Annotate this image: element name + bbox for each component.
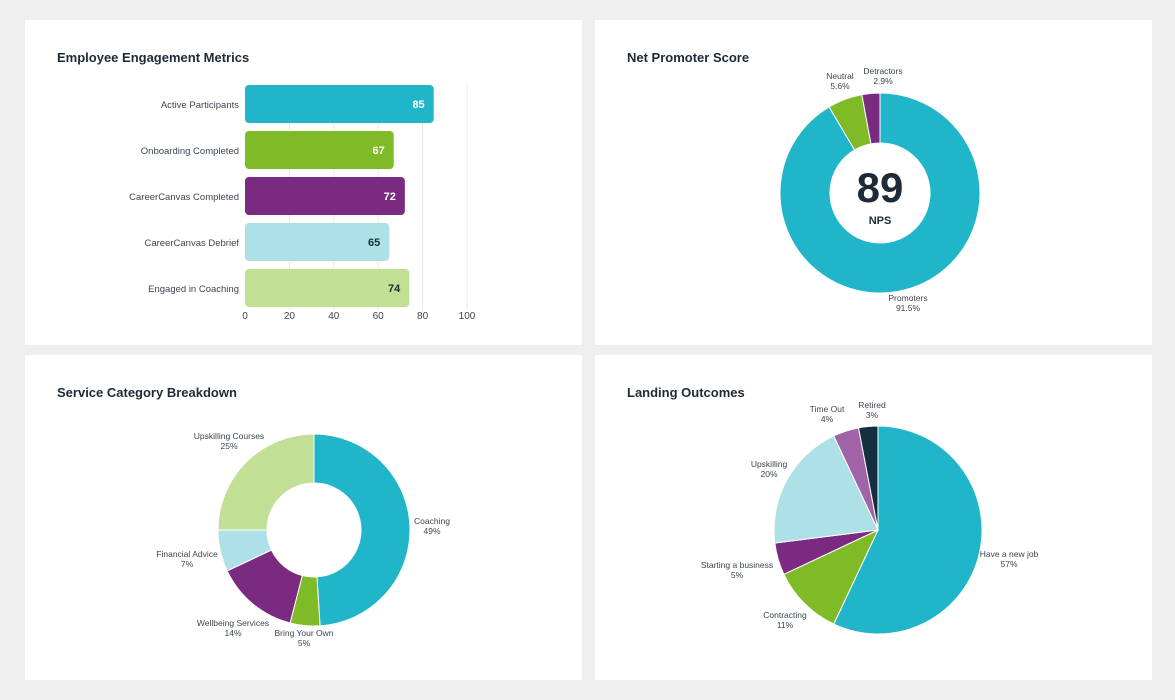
slice-value: 57% <box>1000 559 1017 569</box>
slice-value: 25% <box>220 441 237 451</box>
bar-value-label: 67 <box>372 145 384 157</box>
x-tick-label: 100 <box>459 311 476 322</box>
panel-title: Service Category Breakdown <box>57 385 237 400</box>
pie-slice <box>833 425 983 635</box>
bar <box>245 223 390 261</box>
bar-value-label: 72 <box>384 191 396 203</box>
x-tick-label: 20 <box>284 311 296 322</box>
slice-label: Promoters <box>888 293 927 303</box>
nps-value: 89 <box>857 164 904 211</box>
bar <box>245 269 410 307</box>
panel-title: Landing Outcomes <box>627 385 745 400</box>
slice-label: Upskilling <box>751 459 788 469</box>
x-tick-label: 60 <box>373 311 385 322</box>
slice-label: Contracting <box>763 610 807 620</box>
slice-value: 5% <box>731 570 744 580</box>
pie-slice <box>857 425 879 531</box>
slice-label: Retired <box>858 400 886 410</box>
category-label: Engaged in Coaching <box>148 284 239 295</box>
slice-value: 20% <box>760 469 777 479</box>
x-tick-label: 0 <box>242 311 248 322</box>
category-label: Onboarding Completed <box>141 146 239 157</box>
slice-value: 5% <box>298 638 311 648</box>
pie-slice <box>313 433 411 627</box>
slice-label: Wellbeing Services <box>197 618 269 628</box>
category-label: Active Participants <box>161 100 239 111</box>
slice-value: 3% <box>866 410 879 420</box>
pie-slice <box>217 433 315 531</box>
panel-title: Net Promoter Score <box>627 50 750 65</box>
slice-label: Upskilling Courses <box>194 431 264 441</box>
slice-label: Detractors <box>863 66 902 76</box>
slice-value: 49% <box>423 526 440 536</box>
slice-value: 91.5% <box>896 303 921 313</box>
engagement-panel: Employee Engagement Metrics 0 20 40 60 80 100… <box>25 20 582 345</box>
pie-slice <box>773 435 879 544</box>
slice-label: Bring Your Own <box>274 628 333 638</box>
slice-value: 11% <box>777 620 794 630</box>
x-tick-label: 80 <box>417 311 429 322</box>
panel-title: Employee Engagement Metrics <box>57 50 250 65</box>
bar-value-label: 65 <box>368 237 380 249</box>
slice-label: Starting a business <box>701 560 773 570</box>
slice-label: Time Out <box>810 404 845 414</box>
slice-label: Financial Advice <box>156 549 218 559</box>
x-tick-label: 40 <box>328 311 340 322</box>
bar-value-label: 74 <box>388 283 401 295</box>
slice-label: Have a new job <box>980 549 1039 559</box>
slice-label: Neutral <box>826 71 854 81</box>
slice-value: 7% <box>181 559 194 569</box>
bar-value-label: 85 <box>412 99 424 111</box>
service-panel: Service Category Breakdown Coaching 49% Br… <box>25 355 582 680</box>
slice-label: Coaching <box>414 516 450 526</box>
pie-slice <box>861 92 881 145</box>
bar <box>245 85 434 123</box>
nps-label: NPS <box>869 215 892 227</box>
slice-value: 4% <box>821 414 834 424</box>
pie-slice <box>783 528 880 625</box>
slice-value: 5.6% <box>830 81 850 91</box>
bar <box>245 177 405 215</box>
pie-slice <box>779 92 981 294</box>
slice-value: 14% <box>224 628 241 638</box>
landing-panel: Landing Outcomes Have a new job 57% Contra… <box>595 355 1152 680</box>
category-label: CareerCanvas Debrief <box>144 238 239 249</box>
nps-panel: Net Promoter Score Promoters 91.5% Neutral… <box>595 20 1152 345</box>
slice-value: 2.9% <box>873 76 893 86</box>
category-label: CareerCanvas Completed <box>129 192 239 203</box>
bar <box>245 131 394 169</box>
engagement-bar-chart: 0 20 40 60 80 100 Active Participants 85 Onboard… <box>129 85 476 322</box>
